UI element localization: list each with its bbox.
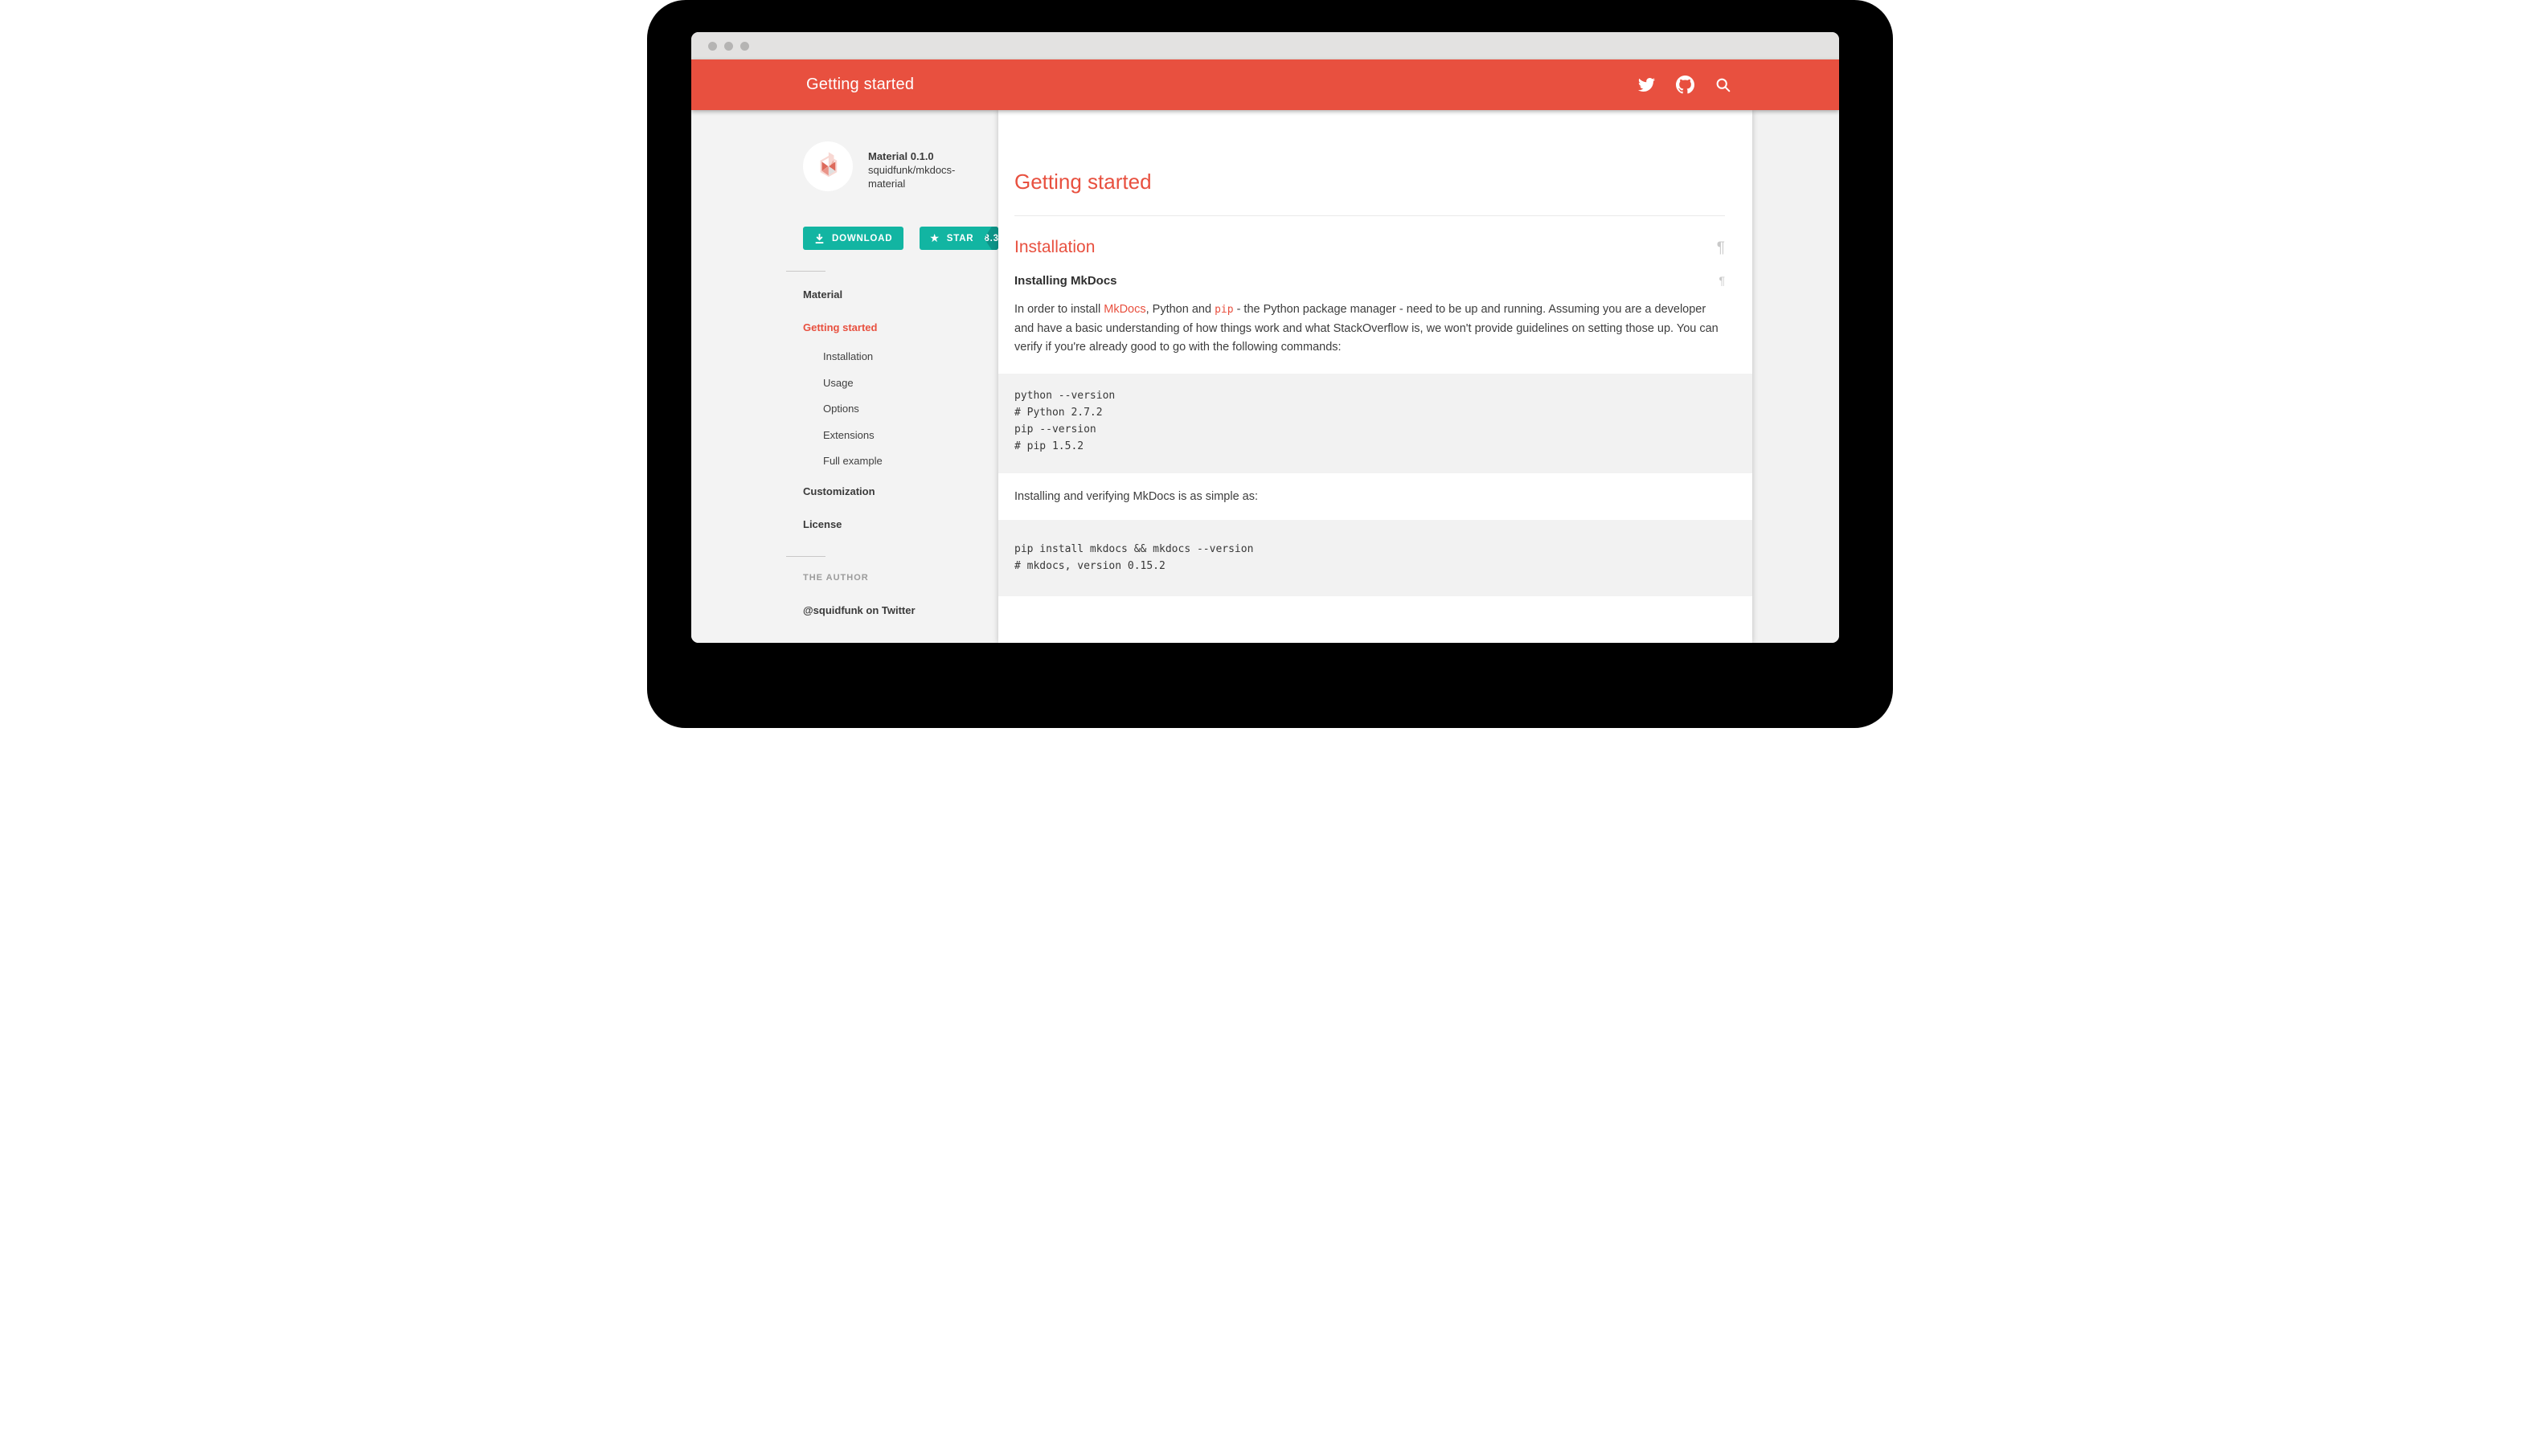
star-button-label: STAR bbox=[946, 233, 974, 243]
sidebar-item-extensions[interactable]: Extensions bbox=[823, 428, 875, 441]
code-line: pip --version bbox=[1014, 423, 1096, 436]
repo-actions: DOWNLOAD ★ STAR 8.3k bbox=[803, 227, 998, 250]
project-repo-line2: material bbox=[868, 178, 906, 190]
author-twitter-link[interactable]: @squidfunk on Twitter bbox=[803, 603, 916, 616]
paragraph-text: - the Python package manager - need to b… bbox=[1014, 303, 1719, 354]
code-block-pip-install: pip install mkdocs && mkdocs --version # … bbox=[998, 519, 1752, 596]
code-line: # pip 1.5.2 bbox=[1014, 440, 1084, 452]
browser-window: Getting started bbox=[691, 32, 1839, 643]
page-title: Getting started bbox=[1014, 170, 1152, 194]
section-title-installation: Installation bbox=[1014, 238, 1096, 256]
app-header: Getting started bbox=[691, 59, 1839, 110]
sidebar-item-options[interactable]: Options bbox=[823, 403, 859, 415]
screenshot-canvas: Getting started bbox=[635, 0, 1905, 728]
sidebar-nav: Material Getting started Installation Us… bbox=[803, 278, 998, 541]
permalink-icon[interactable]: ¶ bbox=[1719, 274, 1725, 287]
download-button-label: DOWNLOAD bbox=[832, 233, 893, 243]
page-header-title: Getting started bbox=[806, 76, 915, 93]
code-line: pip install mkdocs && mkdocs --version bbox=[1014, 542, 1254, 555]
content-right-gutter bbox=[1752, 110, 1839, 643]
code-line: python --version bbox=[1014, 389, 1116, 402]
code-line: # Python 2.7.2 bbox=[1014, 406, 1103, 419]
title-divider bbox=[1014, 215, 1725, 216]
github-icon[interactable] bbox=[1676, 76, 1694, 94]
sidebar-item-material[interactable]: Material bbox=[803, 288, 843, 301]
window-minimize-button[interactable] bbox=[724, 41, 733, 51]
window-body: Material 0.1.0 squidfunk/mkdocs- materia… bbox=[691, 110, 1839, 643]
subsection-title-installing-mkdocs: Installing MkDocs bbox=[1014, 274, 1117, 288]
pip-code-link[interactable]: pip bbox=[1215, 304, 1234, 316]
project-name-version: Material 0.1.0 bbox=[868, 150, 934, 162]
header-icon-group bbox=[1638, 76, 1731, 94]
search-icon[interactable] bbox=[1715, 77, 1731, 93]
sidebar-item-license[interactable]: License bbox=[803, 517, 842, 530]
install-paragraph: Installing and verifying MkDocs is as si… bbox=[1014, 489, 1259, 503]
twitter-icon[interactable] bbox=[1638, 76, 1655, 93]
project-repo-line1: squidfunk/mkdocs- bbox=[868, 164, 956, 176]
sidebar-item-customization[interactable]: Customization bbox=[803, 485, 875, 497]
download-button[interactable]: DOWNLOAD bbox=[803, 227, 904, 250]
star-icon: ★ bbox=[929, 231, 940, 244]
download-icon bbox=[815, 233, 824, 243]
project-meta: Material 0.1.0 squidfunk/mkdocs- materia… bbox=[868, 141, 955, 191]
sidebar-divider bbox=[786, 271, 826, 272]
star-count-badge: 8.3k bbox=[984, 227, 998, 250]
paragraph-text: , Python and bbox=[1145, 303, 1215, 316]
project-link[interactable]: Material 0.1.0 squidfunk/mkdocs- materia… bbox=[803, 141, 998, 191]
sidebar-divider bbox=[786, 555, 826, 557]
sidebar-item-usage[interactable]: Usage bbox=[823, 376, 854, 389]
window-close-button[interactable] bbox=[708, 41, 717, 51]
sidebar-item-installation[interactable]: Installation bbox=[823, 350, 874, 362]
sidebar: Material 0.1.0 squidfunk/mkdocs- materia… bbox=[691, 110, 998, 643]
code-block-version-check: python --version # Python 2.7.2 pip --vers… bbox=[998, 373, 1752, 473]
code-line: # mkdocs, version 0.15.2 bbox=[1014, 559, 1166, 572]
star-button[interactable]: ★ STAR 8.3k bbox=[920, 227, 998, 250]
sidebar-item-full-example[interactable]: Full example bbox=[823, 455, 883, 467]
intro-paragraph: In order to install MkDocs, Python and p… bbox=[1014, 301, 1725, 358]
mkdocs-link[interactable]: MkDocs bbox=[1104, 303, 1146, 316]
sidebar-item-getting-started[interactable]: Getting started bbox=[803, 321, 878, 333]
author-section-heading: THE AUTHOR bbox=[803, 572, 869, 583]
paragraph-text: In order to install bbox=[1014, 303, 1104, 316]
window-titlebar bbox=[691, 32, 1839, 59]
window-maximize-button[interactable] bbox=[740, 41, 749, 51]
content-area: Getting started Installation ¶ Installin… bbox=[998, 110, 1752, 643]
star-button-main: ★ STAR bbox=[920, 231, 984, 244]
material-logo-icon bbox=[803, 141, 853, 191]
permalink-icon[interactable]: ¶ bbox=[1716, 239, 1725, 256]
